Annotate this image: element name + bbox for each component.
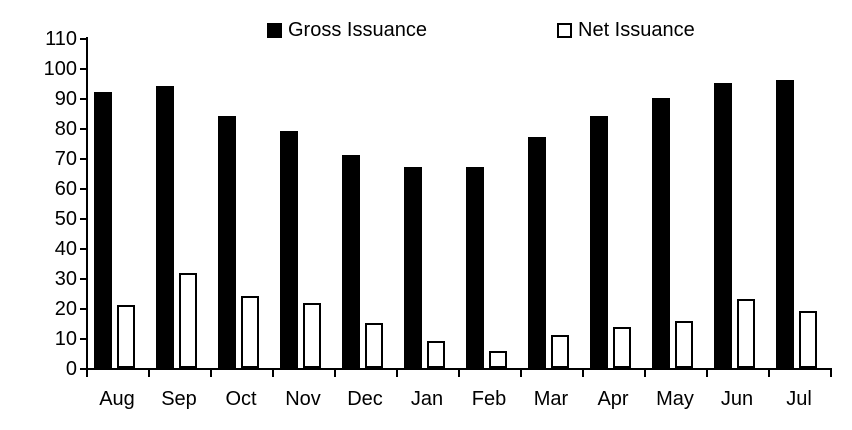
bar-gross-jul — [776, 80, 794, 368]
x-axis-label-sep: Sep — [161, 388, 197, 410]
y-axis-tick — [80, 188, 87, 190]
x-axis-tick — [148, 368, 150, 377]
y-axis-tick — [80, 98, 87, 100]
y-axis-tick — [80, 68, 87, 70]
x-axis-label-nov: Nov — [285, 388, 321, 410]
x-axis-label-feb: Feb — [471, 388, 507, 410]
x-axis-label-dec: Dec — [347, 388, 383, 410]
x-axis-label-jun: Jun — [720, 388, 754, 410]
y-axis-tick — [80, 368, 87, 370]
y-axis-tick-label: 100 — [43, 58, 77, 80]
y-axis-tick — [80, 338, 87, 340]
legend-item-net-issuance: Net Issuance — [557, 14, 695, 46]
bar-gross-feb — [466, 167, 484, 368]
x-axis-label-aug: Aug — [99, 388, 135, 410]
bar-gross-mar — [528, 137, 546, 368]
bar-net-may — [675, 321, 693, 368]
x-axis-label-jan: Jan — [410, 388, 444, 410]
bar-net-nov — [303, 303, 321, 368]
x-axis-tick — [458, 368, 460, 377]
y-axis-tick-label: 80 — [54, 118, 77, 140]
legend-item-gross-issuance: Gross Issuance — [267, 14, 427, 46]
x-axis-tick — [706, 368, 708, 377]
y-axis-tick-label: 50 — [54, 208, 77, 230]
bar-gross-apr — [590, 116, 608, 368]
x-axis-tick — [644, 368, 646, 377]
x-axis-tick — [830, 368, 832, 377]
net-issuance-swatch-icon — [557, 22, 572, 38]
bar-net-apr — [613, 327, 631, 368]
y-axis-tick — [80, 278, 87, 280]
y-axis-tick — [80, 308, 87, 310]
y-axis-tick — [80, 248, 87, 250]
bar-net-jun — [737, 299, 755, 368]
x-axis-tick — [396, 368, 398, 377]
bar-net-sep — [179, 273, 197, 368]
bar-gross-jun — [714, 83, 732, 368]
y-axis-tick-label: 110 — [45, 28, 77, 50]
bar-gross-jan — [404, 167, 422, 368]
y-axis-tick — [80, 158, 87, 160]
x-axis-tick — [768, 368, 770, 377]
x-axis-tick — [334, 368, 336, 377]
x-axis-tick — [582, 368, 584, 377]
bar-gross-sep — [156, 86, 174, 368]
x-axis-tick — [86, 368, 88, 377]
x-axis-label-mar: Mar — [533, 388, 569, 410]
bar-net-aug — [117, 305, 135, 368]
x-axis-tick — [520, 368, 522, 377]
bar-net-feb — [489, 351, 507, 368]
y-axis-tick-label: 60 — [54, 178, 77, 200]
x-axis-label-may: May — [656, 388, 694, 410]
y-axis-tick — [80, 128, 87, 130]
bar-gross-aug — [94, 92, 112, 368]
y-axis-tick — [80, 218, 87, 220]
legend-label-net-issuance: Net Issuance — [578, 18, 695, 41]
y-axis-tick — [80, 38, 87, 40]
y-axis-line — [86, 37, 88, 370]
y-axis-tick-label: 20 — [54, 298, 77, 320]
bar-gross-may — [652, 98, 670, 368]
y-axis-tick-label: 40 — [54, 238, 77, 260]
x-axis-label-jul: Jul — [786, 388, 812, 410]
y-axis-tick-label: 30 — [54, 268, 77, 290]
x-axis-tick — [210, 368, 212, 377]
bar-gross-nov — [280, 131, 298, 368]
y-axis-tick-label: 10 — [54, 328, 77, 350]
chart-legend: Gross Issuance Net Issuance — [0, 14, 852, 46]
bar-gross-oct — [218, 116, 236, 368]
bar-net-jul — [799, 311, 817, 368]
gross-issuance-swatch-icon — [267, 22, 282, 38]
y-axis-tick-label: 70 — [54, 148, 77, 170]
x-axis-label-apr: Apr — [597, 388, 629, 410]
y-axis-tick-label: 90 — [54, 88, 77, 110]
legend-label-gross-issuance: Gross Issuance — [288, 18, 427, 41]
bar-net-jan — [427, 341, 445, 368]
bar-net-dec — [365, 323, 383, 368]
y-axis-tick-label: 0 — [65, 358, 77, 380]
bar-net-mar — [551, 335, 569, 368]
x-axis-tick — [272, 368, 274, 377]
bar-net-oct — [241, 296, 259, 368]
bar-gross-dec — [342, 155, 360, 368]
x-axis-label-oct: Oct — [225, 388, 257, 410]
